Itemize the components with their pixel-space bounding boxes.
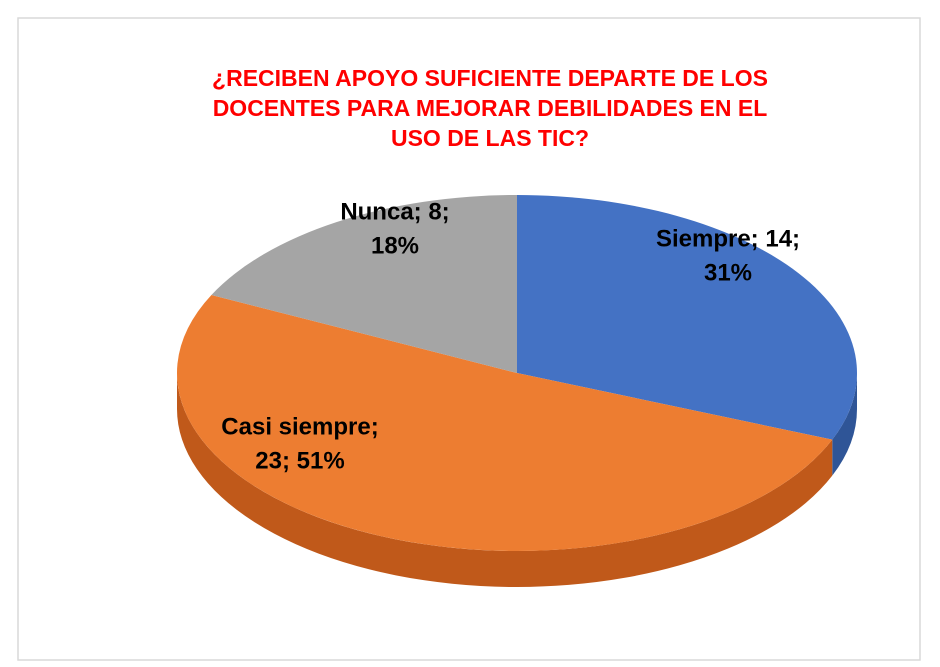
pie-slice	[517, 195, 857, 440]
chart-title: DOCENTES PARA MEJORAR DEBILIDADES EN EL	[213, 95, 768, 121]
pie-slice	[176, 294, 833, 552]
data-label: Casi siempre;	[221, 413, 378, 440]
chart-title: USO DE LAS TIC?	[391, 125, 589, 151]
data-label: 31%	[704, 259, 752, 286]
pie-slice	[211, 195, 517, 373]
data-label: 18%	[371, 232, 419, 259]
data-label: Siempre; 14;	[656, 225, 800, 252]
pie-side	[832, 373, 857, 476]
chart-title: ¿RECIBEN APOYO SUFICIENTE DEPARTE DE LOS	[212, 65, 768, 91]
pie-side	[176, 373, 833, 587]
data-label: 23; 51%	[255, 447, 344, 474]
data-label: Nunca; 8;	[340, 198, 449, 225]
